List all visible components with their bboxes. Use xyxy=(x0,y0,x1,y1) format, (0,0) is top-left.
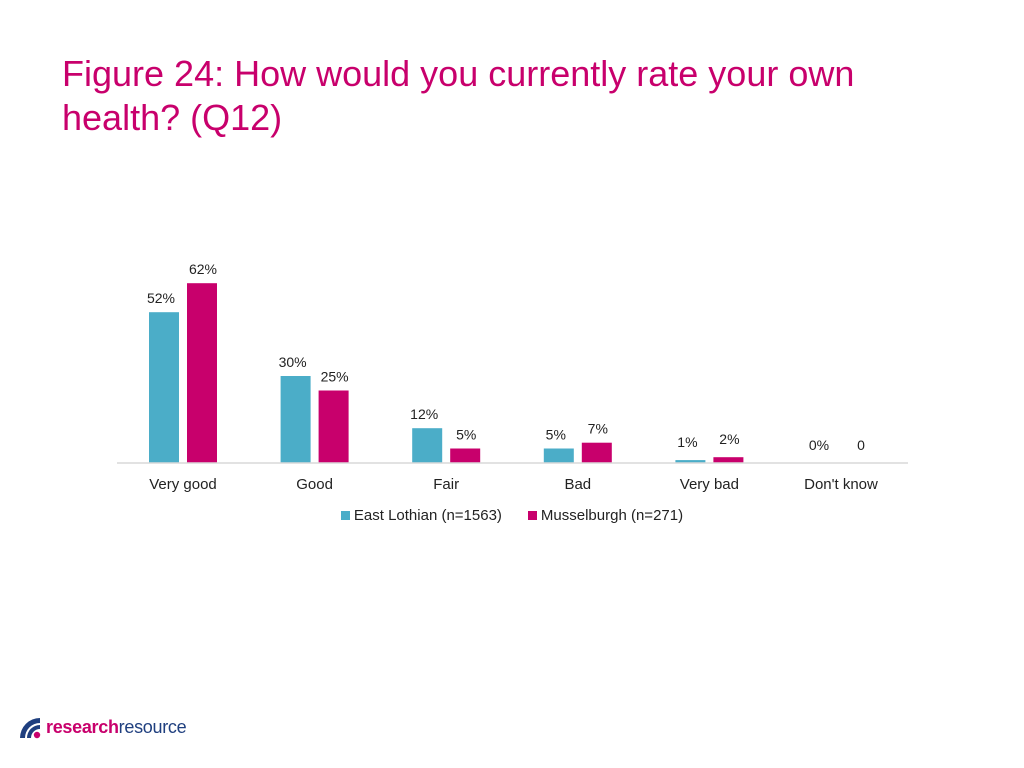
bar-musselburgh-very-good xyxy=(187,283,217,463)
data-label-east-lothian-don-t-know: 0% xyxy=(809,437,829,453)
category-label-good: Good xyxy=(296,476,333,493)
data-label-east-lothian-good: 30% xyxy=(279,354,307,370)
bars-layer xyxy=(149,283,744,463)
data-label-east-lothian-very-good: 52% xyxy=(147,290,175,306)
bar-east-lothian-very-good xyxy=(149,312,179,463)
legend-item-musselburgh: Musselburgh (n=271) xyxy=(527,507,684,524)
research-resource-logo: researchresource xyxy=(16,714,187,740)
data-label-musselburgh-fair: 5% xyxy=(456,427,476,443)
bar-east-lothian-good xyxy=(280,376,311,463)
bar-musselburgh-very-bad xyxy=(713,457,744,463)
category-labels-layer: Very good Good Fair Bad Very bad Don't know xyxy=(149,476,878,493)
data-label-east-lothian-fair: 12% xyxy=(410,406,438,422)
legend-swatch-east-lothian xyxy=(340,511,350,520)
legend-item-east-lothian: East Lothian (n=1563) xyxy=(340,507,502,524)
category-label-bad: Bad xyxy=(564,476,591,493)
data-label-musselburgh-good: 25% xyxy=(321,369,349,385)
bar-east-lothian-bad xyxy=(543,448,574,463)
data-label-musselburgh-very-bad: 2% xyxy=(719,431,739,447)
chart-legend: East Lothian (n=1563) Musselburgh (n=271… xyxy=(0,507,1024,524)
category-label-very-good: Very good xyxy=(149,476,217,493)
data-labels-layer: 52% 62% 30% 25% 12% 5% 5% 7% 1% 2% 0% 0 xyxy=(147,261,865,453)
bar-musselburgh-good xyxy=(318,390,349,463)
legend-swatch-musselburgh xyxy=(527,511,537,520)
bar-musselburgh-fair xyxy=(450,448,481,463)
legend-label-musselburgh: Musselburgh (n=271) xyxy=(540,507,684,524)
logo-wordmark: researchresource xyxy=(46,716,187,737)
category-label-don-t-know: Don't know xyxy=(804,476,878,493)
logo-arc-icon xyxy=(20,718,41,739)
bar-east-lothian-fair xyxy=(412,428,443,463)
data-label-musselburgh-don-t-know: 0 xyxy=(857,437,865,453)
category-label-fair: Fair xyxy=(433,476,459,493)
category-label-very-bad: Very bad xyxy=(680,476,739,493)
bar-east-lothian-very-bad xyxy=(675,460,706,463)
legend-label-east-lothian: East Lothian (n=1563) xyxy=(353,507,502,524)
data-label-musselburgh-very-good: 62% xyxy=(189,261,217,277)
data-label-east-lothian-very-bad: 1% xyxy=(677,434,697,450)
data-label-musselburgh-bad: 7% xyxy=(588,421,608,437)
chart-title: Figure 24: How would you currently rate … xyxy=(62,53,855,138)
bar-musselburgh-bad xyxy=(581,442,612,463)
data-label-east-lothian-bad: 5% xyxy=(546,427,566,443)
